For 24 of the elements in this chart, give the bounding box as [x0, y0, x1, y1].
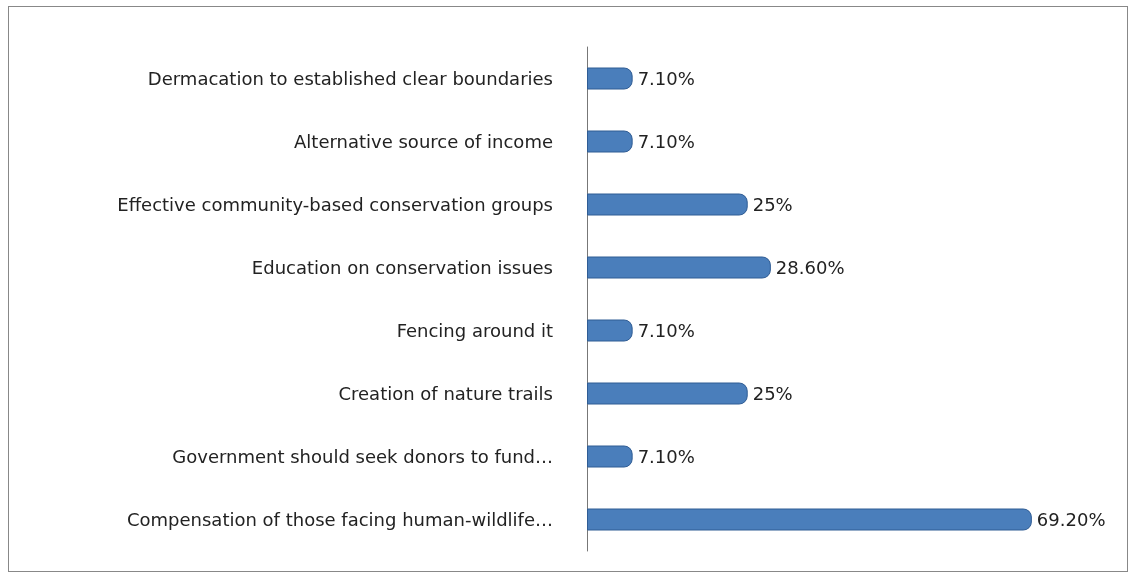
bar	[587, 193, 748, 216]
data-label: 25%	[752, 194, 793, 215]
data-label: 7.10%	[637, 320, 695, 341]
bar	[587, 67, 633, 90]
y-tick-label: Compensation of those facing human-wildlife…	[126, 509, 553, 530]
data-label: 25%	[752, 383, 793, 404]
bar	[587, 319, 633, 342]
bar	[587, 508, 1032, 531]
y-tick-label: Fencing around it	[396, 320, 553, 341]
data-label: 7.10%	[637, 68, 695, 89]
bar	[587, 382, 748, 405]
bar	[587, 445, 633, 468]
data-label: 7.10%	[637, 131, 695, 152]
data-label: 7.10%	[637, 446, 695, 467]
bar	[587, 130, 633, 153]
y-tick-label: Education on conservation issues	[251, 257, 553, 278]
data-label: 69.20%	[1036, 509, 1106, 530]
y-tick-label: Creation of nature trails	[338, 383, 553, 404]
data-label: 28.60%	[775, 257, 845, 278]
bar	[587, 256, 771, 279]
y-tick-label: Government should seek donors to fund…	[172, 446, 553, 467]
y-tick-label: Dermacation to established clear boundaries	[147, 68, 553, 89]
y-tick-label: Alternative source of income	[294, 131, 553, 152]
y-tick-label: Effective community-based conservation groups	[117, 194, 553, 215]
